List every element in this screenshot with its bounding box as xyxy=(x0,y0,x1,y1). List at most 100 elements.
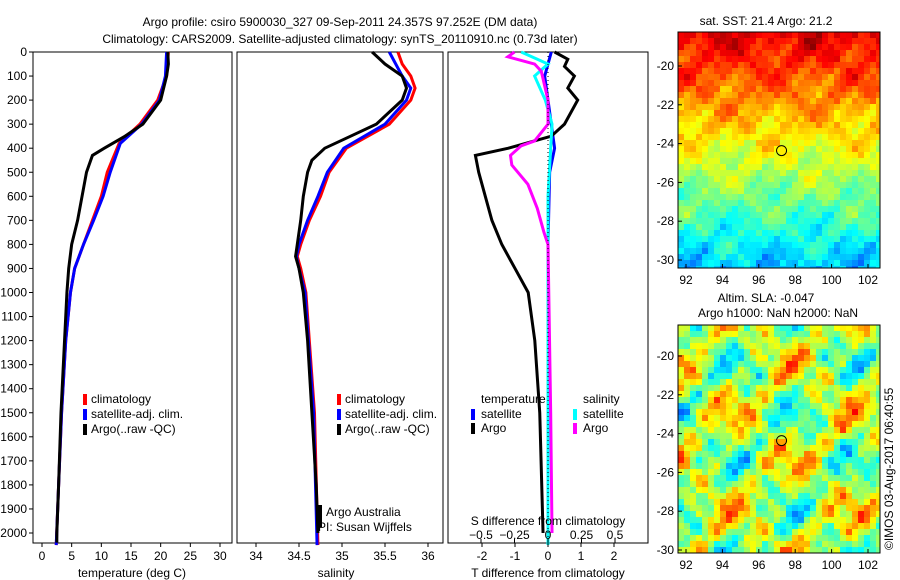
map-cell xyxy=(762,152,768,158)
map-cell xyxy=(828,535,834,541)
map-cell xyxy=(732,170,738,176)
map-cell xyxy=(864,541,870,547)
map-cell xyxy=(750,535,756,541)
map-cell xyxy=(714,445,720,451)
map-cell xyxy=(774,547,780,553)
map-cell xyxy=(846,457,852,463)
map-cell xyxy=(834,385,840,391)
map-cell xyxy=(684,487,690,493)
map-cell xyxy=(732,92,738,98)
map-cell xyxy=(678,475,684,481)
map-cell xyxy=(708,80,714,86)
map-cell xyxy=(822,218,828,224)
map-cell xyxy=(792,487,798,493)
map-cell xyxy=(774,86,780,92)
map-cell xyxy=(846,415,852,421)
map-cell xyxy=(732,80,738,86)
map-cell xyxy=(696,457,702,463)
map-cell xyxy=(828,457,834,463)
map-cell xyxy=(720,176,726,182)
map-cell xyxy=(744,110,750,116)
map-cell xyxy=(750,511,756,517)
map-cell xyxy=(708,122,714,128)
map-cell xyxy=(726,355,732,361)
map-cell xyxy=(696,547,702,553)
map-y-tick-label: -28 xyxy=(657,214,675,228)
map-cell xyxy=(756,218,762,224)
map-cell xyxy=(834,224,840,230)
map-cell xyxy=(834,511,840,517)
x-tick-label: 2 xyxy=(611,549,618,563)
map-cell xyxy=(702,469,708,475)
map-cell xyxy=(870,535,876,541)
map-cell xyxy=(852,134,858,140)
map-cell xyxy=(684,349,690,355)
map-cell xyxy=(822,236,828,242)
map-cell xyxy=(762,391,768,397)
map-cell xyxy=(690,451,696,457)
map-cell xyxy=(702,68,708,74)
map-cell xyxy=(750,146,756,152)
map-cell xyxy=(780,385,786,391)
map-cell xyxy=(834,164,840,170)
map-cell xyxy=(690,445,696,451)
map-cell xyxy=(822,487,828,493)
map-cell xyxy=(768,379,774,385)
map-cell xyxy=(762,523,768,529)
map-cell xyxy=(768,260,774,266)
map-cell xyxy=(732,391,738,397)
map-cell xyxy=(798,230,804,236)
map-cell xyxy=(690,134,696,140)
map-cell xyxy=(774,32,780,38)
map-cell xyxy=(726,80,732,86)
map-cell xyxy=(756,170,762,176)
map-cell xyxy=(786,451,792,457)
map-cell xyxy=(834,62,840,68)
map-cell xyxy=(834,325,840,331)
map-cell xyxy=(822,541,828,547)
map-cell xyxy=(684,451,690,457)
map-cell xyxy=(786,505,792,511)
map-cell xyxy=(678,409,684,415)
map-cell xyxy=(762,493,768,499)
map-cell xyxy=(702,146,708,152)
map-cell xyxy=(816,200,822,206)
map-cell xyxy=(696,254,702,260)
map-cell xyxy=(792,44,798,50)
map-cell xyxy=(816,331,822,337)
map-cell xyxy=(798,248,804,254)
map-cell xyxy=(810,116,816,122)
map-cell xyxy=(798,349,804,355)
map-cell xyxy=(876,529,880,535)
map-cell xyxy=(714,517,720,523)
map-cell xyxy=(768,481,774,487)
map-cell xyxy=(798,433,804,439)
map-cell xyxy=(756,463,762,469)
map-cell xyxy=(864,499,870,505)
map-cell xyxy=(822,248,828,254)
map-cell xyxy=(846,230,852,236)
map-cell xyxy=(720,547,726,553)
map-cell xyxy=(720,541,726,547)
map-cell xyxy=(780,439,786,445)
map-cell xyxy=(804,373,810,379)
map-cell xyxy=(834,343,840,349)
map-cell xyxy=(792,475,798,481)
map-cell xyxy=(798,38,804,44)
map-cell xyxy=(708,523,714,529)
map-cell xyxy=(738,355,744,361)
map-cell xyxy=(828,50,834,56)
map-cell xyxy=(744,523,750,529)
map-cell xyxy=(828,68,834,74)
map-cell xyxy=(858,86,864,92)
map-cell xyxy=(696,481,702,487)
map-cell xyxy=(726,337,732,343)
map-cell xyxy=(858,152,864,158)
map-cell xyxy=(822,505,828,511)
map-cell xyxy=(786,218,792,224)
map-cell xyxy=(696,385,702,391)
map-cell xyxy=(756,379,762,385)
map-cell xyxy=(702,218,708,224)
map-cell xyxy=(822,409,828,415)
map-cell xyxy=(852,158,858,164)
